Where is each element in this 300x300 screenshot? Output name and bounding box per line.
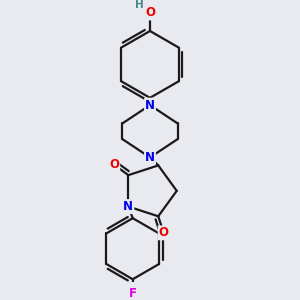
- Text: H: H: [135, 0, 143, 11]
- Text: N: N: [145, 151, 155, 164]
- Text: O: O: [109, 158, 119, 171]
- Text: N: N: [123, 200, 134, 213]
- Text: O: O: [159, 226, 169, 239]
- Text: F: F: [129, 287, 137, 300]
- Text: N: N: [145, 99, 155, 112]
- Text: O: O: [145, 7, 155, 20]
